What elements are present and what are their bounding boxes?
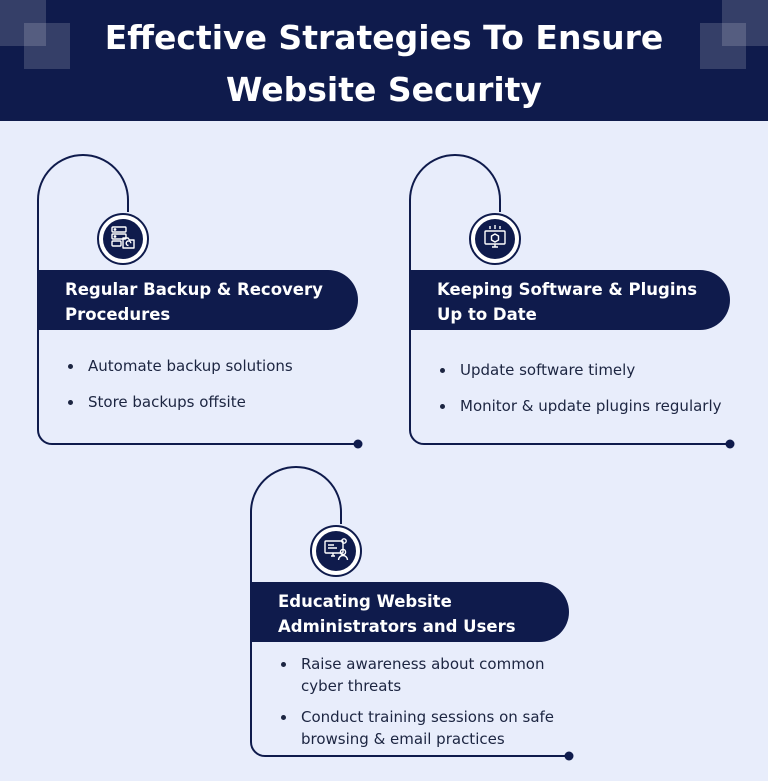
strategy-card-backup: Regular Backup & Recovery Procedures Aut… [37,154,368,452]
heading-line: Procedures [65,305,171,324]
heading-line: Administrators and Users [278,617,516,636]
admin-training-icon [322,535,350,567]
bullet-item: Automate backup solutions [66,355,366,377]
bullet-list: Raise awareness about common cyber threa… [279,653,579,750]
strategy-card-updates: Keeping Software & Plugins Up to Date Up… [409,154,744,452]
decor-square [700,23,746,69]
card-heading: Educating Website Administrators and Use… [251,582,569,642]
strategy-card-education: Educating Website Administrators and Use… [250,466,581,768]
card-frame-line [37,154,363,449]
heading-line: Regular Backup & Recovery [65,280,323,299]
icon-badge [310,525,362,577]
bullet-item: Raise awareness about common cyber threa… [279,653,579,697]
bullet-text: Raise awareness about common [301,655,545,673]
bullet-text: cyber threats [301,677,402,695]
bullet-item: Monitor & update plugins regularly [438,395,744,417]
bullet-item: Conduct training sessions on safe browsi… [279,706,579,750]
heading-line: Keeping Software & Plugins [437,280,698,299]
decor-square [722,0,768,46]
decor-square [0,0,46,46]
bullet-text: Conduct training sessions on safe [301,708,555,726]
title-line: Website Security [226,70,542,109]
decor-square [24,23,70,69]
heading-line: Educating Website [278,592,452,611]
card-frame-line [409,154,735,449]
heading-line: Up to Date [437,305,537,324]
page-title: Effective Strategies To Ensure Website S… [0,12,768,116]
software-update-icon [481,223,509,255]
card-heading: Keeping Software & Plugins Up to Date [410,270,730,330]
bullet-list: Automate backup solutions Store backups … [66,355,366,413]
icon-badge [97,213,149,265]
bullet-text: browsing & email practices [301,730,505,748]
card-heading: Regular Backup & Recovery Procedures [38,270,358,330]
bullet-item: Update software timely [438,359,744,381]
header-banner: Effective Strategies To Ensure Website S… [0,0,768,121]
title-line: Effective Strategies To Ensure [104,18,664,57]
card-frame-line [250,466,574,761]
bullet-list: Update software timely Monitor & update … [438,359,744,417]
bullet-text: Store backups offsite [88,393,246,411]
bullet-text: Automate backup solutions [88,357,293,375]
server-backup-icon [109,223,137,255]
bullet-text: Monitor & update plugins regularly [460,397,722,415]
bullet-item: Store backups offsite [66,391,366,413]
icon-badge [469,213,521,265]
bullet-text: Update software timely [460,361,636,379]
